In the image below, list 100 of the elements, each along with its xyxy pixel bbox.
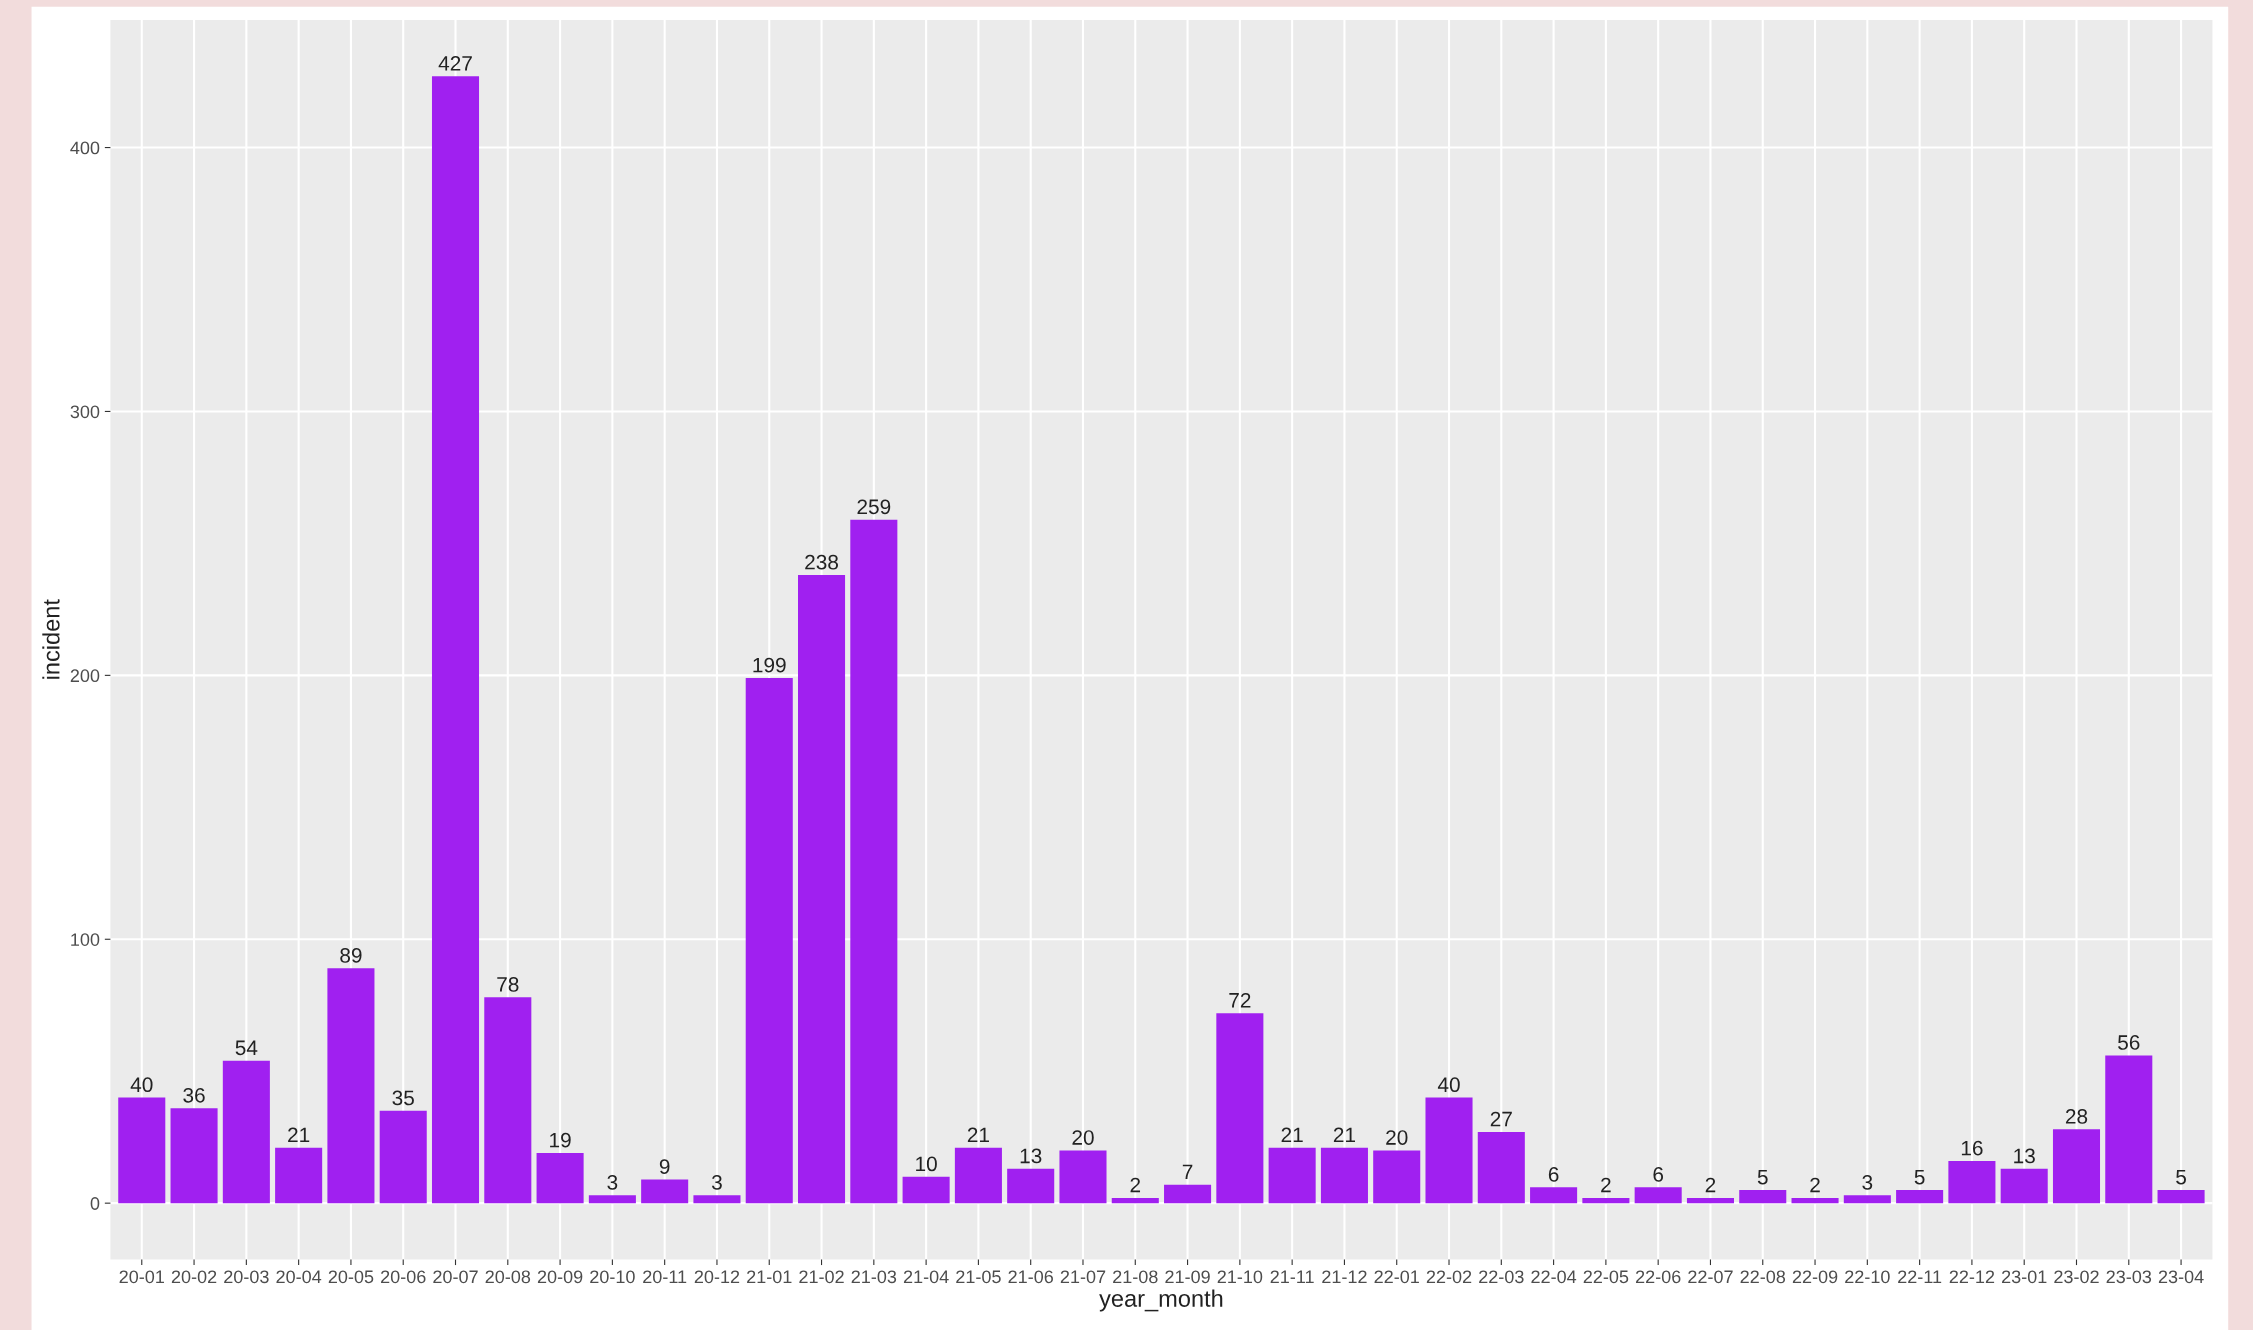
data-label: 2	[1705, 1177, 1716, 1193]
bar	[2105, 1055, 2153, 1204]
bar	[1686, 1197, 1734, 1204]
x-tick-label: 22-10	[1845, 1270, 1890, 1284]
data-label: 54	[235, 1040, 258, 1056]
bar	[1059, 1150, 1107, 1204]
data-label: 27	[1490, 1111, 1512, 1127]
x-tick-label: 21-03	[851, 1270, 897, 1284]
bar	[170, 1108, 218, 1204]
bar	[431, 76, 480, 1204]
data-label: 40	[1437, 1077, 1460, 1093]
data-label: 199	[753, 657, 786, 673]
x-tick-label: 21-11	[1270, 1270, 1314, 1284]
data-label: 6	[1653, 1167, 1664, 1182]
x-tick-label: 21-10	[1217, 1270, 1263, 1284]
data-label: 3	[1862, 1174, 1873, 1190]
data-label: 56	[2118, 1035, 2140, 1050]
data-label: 2	[1810, 1177, 1820, 1193]
y-tick-label: 100	[71, 933, 100, 946]
data-label: 72	[1229, 992, 1251, 1008]
y-tick-label: 400	[70, 141, 100, 155]
data-label: 16	[1961, 1140, 1983, 1156]
x-tick-label: 22-09	[1792, 1270, 1838, 1284]
x-tick-label: 20-12	[694, 1270, 740, 1284]
x-tick-label: 23-03	[2106, 1270, 2152, 1284]
bar	[2052, 1129, 2101, 1204]
data-label: 259	[857, 499, 891, 515]
y-axis-title: incident	[42, 599, 60, 679]
data-label: 21	[288, 1127, 310, 1143]
data-label: 40	[130, 1077, 153, 1093]
bar	[1007, 1168, 1055, 1204]
x-tick-label: 21-09	[1165, 1270, 1210, 1284]
x-tick-label: 21-08	[1113, 1270, 1158, 1284]
bar	[222, 1060, 270, 1204]
x-tick-label: 22-06	[1636, 1270, 1681, 1284]
data-label: 3	[607, 1174, 618, 1190]
data-label: 9	[659, 1159, 670, 1174]
data-label: 36	[183, 1087, 205, 1103]
data-label: 5	[1757, 1169, 1768, 1185]
bar	[379, 1110, 427, 1204]
data-label: 35	[392, 1090, 414, 1106]
x-tick-label: 22-07	[1688, 1270, 1733, 1284]
data-label: 21	[1281, 1127, 1303, 1143]
bar	[536, 1153, 584, 1204]
x-tick-label: 21-07	[1060, 1270, 1106, 1284]
x-tick-label: 20-05	[328, 1270, 374, 1284]
x-tick-label: 20-09	[537, 1270, 583, 1284]
bar	[745, 678, 793, 1204]
data-label: 21	[1333, 1127, 1356, 1143]
data-label: 7	[1182, 1164, 1193, 1179]
x-tick-label: 21-02	[799, 1270, 844, 1284]
data-label: 13	[2014, 1148, 2035, 1164]
data-label: 427	[438, 56, 472, 71]
data-label: 28	[2065, 1109, 2088, 1124]
x-tick-label: 21-04	[903, 1270, 949, 1284]
bar	[1477, 1131, 1525, 1204]
bar	[1216, 1013, 1264, 1204]
data-label: 13	[1020, 1148, 1042, 1164]
x-tick-label: 22-03	[1479, 1270, 1524, 1284]
bar	[693, 1195, 741, 1204]
x-tick-label: 23-04	[2158, 1270, 2204, 1284]
data-label: 21	[967, 1127, 989, 1143]
x-tick-label: 22-12	[1949, 1270, 1995, 1284]
y-tick-label: 0	[90, 1197, 100, 1210]
bar	[850, 519, 898, 1204]
x-tick-label: 22-11	[1898, 1270, 1942, 1284]
x-tick-label: 20-10	[590, 1270, 635, 1284]
data-label: 3	[711, 1174, 722, 1190]
data-label: 5	[1914, 1169, 1925, 1185]
x-tick-label: 20-01	[119, 1270, 164, 1284]
bar	[902, 1176, 950, 1204]
data-label: 78	[497, 977, 519, 992]
data-label: 2	[1601, 1177, 1611, 1193]
data-label: 238	[805, 554, 839, 570]
bar	[275, 1147, 323, 1204]
bar	[1530, 1187, 1578, 1204]
bar	[1896, 1189, 1944, 1204]
bar	[1948, 1160, 1996, 1204]
x-tick-label: 22-01	[1374, 1270, 1419, 1284]
x-tick-label: 20-08	[485, 1270, 531, 1284]
bar	[798, 575, 846, 1204]
bar	[327, 968, 375, 1204]
bar	[1791, 1197, 1839, 1204]
data-label: 10	[916, 1156, 937, 1172]
bar	[1843, 1195, 1891, 1204]
x-axis-title: year_month	[1099, 1289, 1223, 1312]
x-tick-label: 21-12	[1322, 1270, 1367, 1284]
data-label: 89	[340, 948, 362, 963]
bar	[1268, 1147, 1316, 1204]
bar	[484, 997, 532, 1204]
x-tick-label: 22-08	[1740, 1270, 1786, 1284]
x-tick-label: 20-04	[276, 1270, 322, 1284]
x-tick-label: 20-02	[171, 1270, 217, 1284]
x-tick-label: 22-05	[1583, 1270, 1629, 1284]
x-tick-label: 22-02	[1426, 1270, 1472, 1284]
y-tick-label: 200	[70, 669, 100, 683]
x-tick-label: 20-03	[224, 1270, 269, 1284]
data-label: 2	[1130, 1177, 1141, 1193]
x-tick-label: 20-06	[381, 1270, 426, 1284]
data-label: 20	[1386, 1130, 1408, 1145]
